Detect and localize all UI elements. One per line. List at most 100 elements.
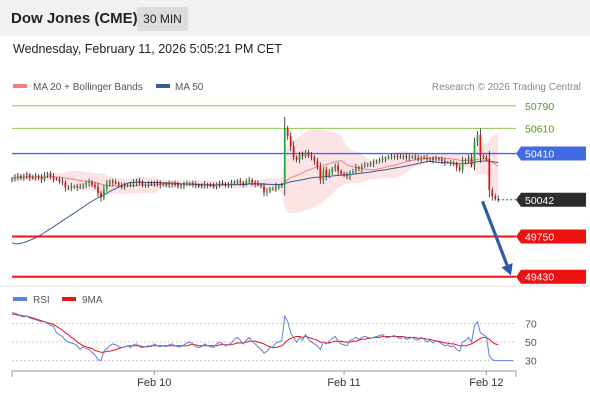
candle-body <box>325 169 328 177</box>
candle-body <box>206 184 209 186</box>
candle-body <box>334 166 337 169</box>
rsi-tick-30: 30 <box>525 356 537 368</box>
candle-body <box>313 157 316 162</box>
candle-body <box>304 152 307 157</box>
candle-body <box>458 167 461 170</box>
candle-body <box>254 182 256 184</box>
candle-body <box>488 158 491 190</box>
candle-body <box>34 176 37 179</box>
candle-body <box>159 183 162 185</box>
ma50-legend-swatch <box>156 84 170 88</box>
candle-body <box>88 181 90 184</box>
candle-body <box>310 155 313 158</box>
candle-body <box>420 157 423 159</box>
candle-body <box>100 193 102 198</box>
candle-body <box>67 187 70 189</box>
candle-body <box>177 184 179 187</box>
candle-body <box>357 167 360 169</box>
candle-body <box>283 128 286 185</box>
candle-body <box>292 146 295 158</box>
candle-body <box>111 181 114 183</box>
candle-body <box>186 183 188 185</box>
candle-body <box>11 178 13 180</box>
candle-body <box>55 178 58 180</box>
candle-body <box>28 174 31 178</box>
candle-body <box>446 162 449 164</box>
candle-body <box>435 158 437 160</box>
candle-body <box>76 186 79 188</box>
ma20-legend-label: MA 20 + Bollinger Bands <box>33 82 143 93</box>
moving-averages <box>11 157 499 245</box>
candle-body <box>485 157 488 159</box>
candle-body <box>369 163 372 165</box>
candle-body <box>209 184 212 186</box>
candle-body <box>355 167 357 172</box>
candle-body <box>174 183 176 185</box>
candle-body <box>482 156 485 158</box>
candle-body <box>417 157 420 159</box>
candle-body <box>352 171 354 173</box>
interval-button[interactable]: 30 MIN <box>137 7 188 31</box>
candle-body <box>322 169 325 180</box>
candle-body <box>105 183 108 189</box>
candle-body <box>280 184 283 187</box>
candle-body <box>236 181 239 183</box>
time-axis: Feb 10 Feb 11 Feb 12 <box>0 285 590 389</box>
candle-body <box>467 157 470 160</box>
candle-body <box>251 179 254 183</box>
candle-body <box>390 156 393 158</box>
candle-body <box>138 180 141 184</box>
candle-body <box>396 156 399 158</box>
candle-body <box>117 183 120 185</box>
candle-body <box>212 185 215 187</box>
candle-body <box>426 157 428 160</box>
level-label-49430: 49430 <box>525 272 554 284</box>
candle-body <box>257 183 259 185</box>
rsi-grid: 70 50 30 <box>12 319 537 368</box>
rsi-ma-legend-label: 9MA <box>82 295 103 306</box>
candle-body <box>405 156 408 158</box>
candle-body <box>52 176 55 179</box>
candle-body <box>455 163 458 168</box>
forecast-arrow-shaft <box>481 200 509 266</box>
candle-body <box>129 184 132 186</box>
level-label-50790: 50790 <box>525 101 554 113</box>
candle-body <box>141 183 144 185</box>
candle-body <box>14 176 16 179</box>
rsi-legend: RSI 9MA <box>13 295 103 306</box>
level-tag-50410 <box>516 146 586 161</box>
candle-body <box>248 179 251 182</box>
rsi-legend-swatch <box>13 297 27 301</box>
rsi-ma-legend-swatch <box>62 297 76 301</box>
candle-body <box>307 152 310 156</box>
level-tag-49430 <box>516 269 586 284</box>
candle-body <box>328 172 331 177</box>
candle-body <box>224 183 227 185</box>
candle-body <box>263 186 265 193</box>
candle-body <box>360 166 363 169</box>
candle-body <box>245 181 248 184</box>
candle-body <box>289 135 292 147</box>
candle-body <box>381 158 384 160</box>
candle-body <box>349 172 351 177</box>
candle-body <box>82 184 85 187</box>
candle-body <box>97 186 99 194</box>
candle-body <box>203 184 206 186</box>
candle-body <box>73 186 76 188</box>
candle-body <box>242 182 245 184</box>
candle-body <box>449 162 452 164</box>
candle-body <box>384 157 387 159</box>
candle-body <box>298 154 301 160</box>
candle-body <box>168 183 171 185</box>
candle-body <box>156 182 159 184</box>
candle-body <box>497 198 500 200</box>
candle-body <box>269 188 271 192</box>
candle-body <box>399 156 402 158</box>
candle-body <box>150 183 153 185</box>
candle-body <box>221 183 224 185</box>
candle-body <box>123 185 126 187</box>
level-label-49750: 49750 <box>525 232 554 244</box>
candle-body <box>22 176 25 179</box>
candle-body <box>402 156 405 158</box>
